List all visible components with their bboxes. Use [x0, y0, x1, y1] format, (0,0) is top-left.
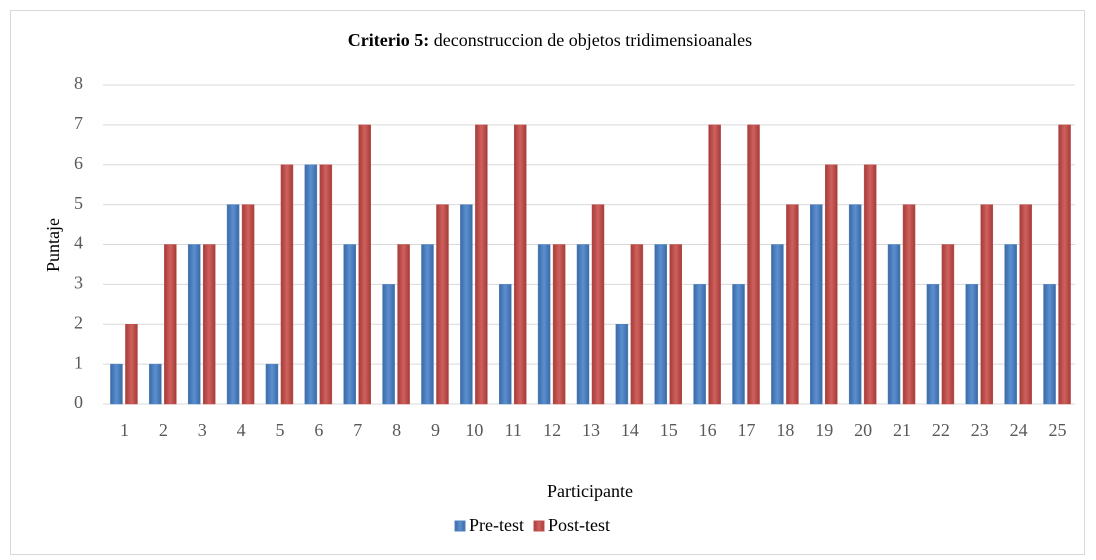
bar: [810, 204, 823, 405]
bar: [887, 244, 901, 405]
x-tick-label: 14: [621, 420, 639, 440]
title-text: deconstruccion de objetos tridimensioana…: [434, 30, 752, 50]
x-tick-label: 22: [932, 420, 950, 440]
bar: [965, 284, 979, 405]
legend-label: Post-test: [548, 515, 610, 535]
y-tick-label: 0: [74, 392, 83, 412]
legend-label: Pre-test: [469, 515, 524, 535]
bar: [304, 164, 318, 405]
x-tick-label: 21: [893, 420, 911, 440]
bar: [747, 124, 760, 405]
bar: [397, 244, 410, 405]
y-tick-label: 7: [74, 113, 83, 133]
x-tick-label: 11: [505, 420, 522, 440]
bar: [498, 284, 512, 405]
y-tick-label: 1: [74, 352, 83, 372]
x-tick-label: 13: [582, 420, 600, 440]
bar: [164, 244, 177, 405]
x-tick-label: 1: [120, 420, 129, 440]
bar: [475, 124, 488, 405]
bar: [615, 324, 629, 405]
legend-swatch: [454, 520, 466, 532]
x-tick-label: 10: [465, 420, 483, 440]
bar: [110, 363, 123, 405]
bar: [591, 204, 605, 405]
bar: [460, 204, 473, 405]
x-tick-label: 5: [275, 420, 284, 440]
bar: [848, 204, 862, 405]
bar: [732, 284, 745, 405]
x-tick-label: 4: [237, 420, 246, 440]
bar: [786, 204, 799, 405]
x-tick-label: 16: [699, 420, 717, 440]
bar: [1043, 284, 1056, 405]
bar: [319, 164, 333, 405]
bar: [343, 244, 356, 405]
legend-swatch: [533, 520, 545, 532]
bar: [358, 124, 371, 405]
x-tick-label: 25: [1049, 420, 1067, 440]
x-tick-label: 19: [815, 420, 833, 440]
bar: [863, 164, 877, 405]
bar: [513, 124, 527, 405]
bar: [265, 363, 279, 405]
bar: [202, 244, 216, 405]
x-axis-label: Participante: [547, 481, 633, 501]
bar: [436, 204, 449, 405]
x-tick-label: 3: [198, 420, 207, 440]
x-tick-label: 17: [738, 420, 756, 440]
x-tick-label: 12: [543, 420, 561, 440]
bar: [926, 284, 940, 405]
bar: [693, 284, 706, 405]
bar: [1004, 244, 1017, 405]
x-tick-label: 15: [660, 420, 678, 440]
bar: [941, 244, 955, 405]
y-tick-label: 6: [74, 153, 83, 173]
bar: [1058, 124, 1071, 405]
y-tick-label: 8: [74, 73, 83, 93]
bar: [241, 204, 255, 405]
bar: [708, 124, 721, 405]
bar: [980, 204, 994, 405]
bar: [552, 244, 566, 405]
bar: [421, 244, 434, 405]
x-tick-label: 18: [776, 420, 794, 440]
bar: [280, 164, 294, 405]
chart-title: Criterio 5: deconstruccion de objetos tr…: [348, 30, 752, 50]
bar: [902, 204, 916, 405]
y-tick-label: 4: [74, 233, 83, 253]
x-tick-label: 23: [971, 420, 989, 440]
x-tick-label: 24: [1010, 420, 1028, 440]
bar: [537, 244, 551, 405]
bar: [669, 244, 683, 405]
bar: [1019, 204, 1032, 405]
bar: [149, 363, 162, 405]
x-tick-label: 9: [431, 420, 440, 440]
x-tick-label: 7: [353, 420, 362, 440]
bar: [382, 284, 395, 405]
bar: [187, 244, 201, 405]
x-tick-label: 2: [159, 420, 168, 440]
bar: [654, 244, 668, 405]
bar: [576, 244, 590, 405]
bar: [125, 324, 138, 405]
x-tick-label: 6: [314, 420, 323, 440]
bar: [771, 244, 784, 405]
y-tick-label: 5: [74, 193, 83, 213]
x-tick-label: 20: [854, 420, 872, 440]
title-bold: Criterio 5:: [348, 30, 429, 50]
x-tick-label: 8: [392, 420, 401, 440]
y-axis-label: Puntaje: [43, 218, 63, 272]
bar: [825, 164, 838, 405]
bar: [630, 244, 644, 405]
y-tick-label: 2: [74, 312, 83, 332]
bar: [226, 204, 240, 405]
y-tick-label: 3: [74, 273, 83, 293]
